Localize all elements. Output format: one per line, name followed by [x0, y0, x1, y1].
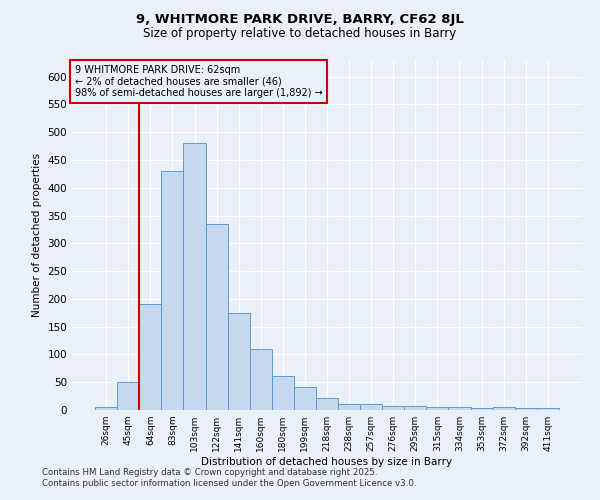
Text: Size of property relative to detached houses in Barry: Size of property relative to detached ho… [143, 28, 457, 40]
Bar [404, 406, 427, 410]
Y-axis label: Number of detached properties: Number of detached properties [32, 153, 42, 317]
Bar [117, 382, 139, 410]
Bar [139, 304, 161, 410]
Bar [161, 171, 184, 410]
Bar [338, 404, 360, 410]
Bar [427, 407, 448, 410]
Bar [95, 407, 117, 410]
X-axis label: Distribution of detached houses by size in Barry: Distribution of detached houses by size … [202, 457, 452, 467]
Bar [206, 224, 227, 410]
Bar [227, 313, 250, 410]
Bar [537, 408, 559, 410]
Text: 9, WHITMORE PARK DRIVE, BARRY, CF62 8JL: 9, WHITMORE PARK DRIVE, BARRY, CF62 8JL [136, 12, 464, 26]
Bar [515, 408, 537, 410]
Bar [382, 406, 404, 410]
Bar [448, 407, 470, 410]
Bar [250, 349, 272, 410]
Bar [360, 404, 382, 410]
Bar [316, 398, 338, 410]
Bar [184, 144, 206, 410]
Text: 9 WHITMORE PARK DRIVE: 62sqm
← 2% of detached houses are smaller (46)
98% of sem: 9 WHITMORE PARK DRIVE: 62sqm ← 2% of det… [74, 66, 322, 98]
Text: Contains HM Land Registry data © Crown copyright and database right 2025.
Contai: Contains HM Land Registry data © Crown c… [42, 468, 416, 487]
Bar [294, 386, 316, 410]
Bar [272, 376, 294, 410]
Bar [493, 407, 515, 410]
Bar [470, 408, 493, 410]
